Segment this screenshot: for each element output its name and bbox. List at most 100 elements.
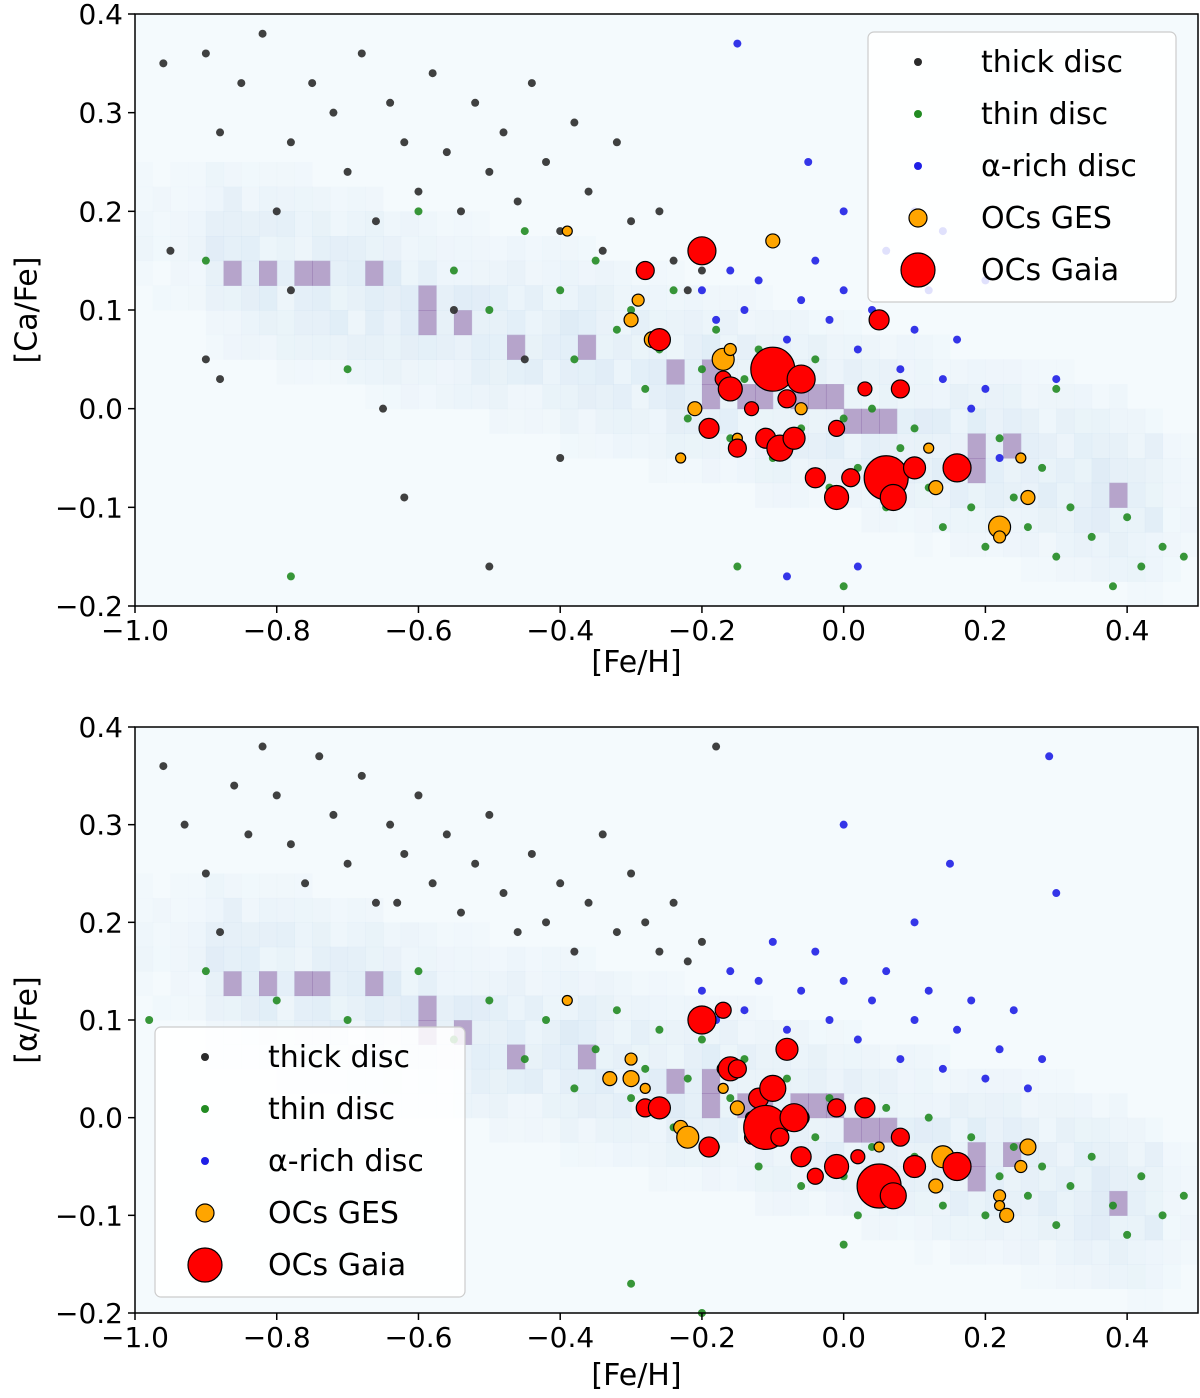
density-cell bbox=[879, 334, 898, 360]
data-point-thick-disc bbox=[612, 928, 621, 937]
density-cell bbox=[276, 946, 295, 972]
density-cell bbox=[400, 334, 419, 360]
density-cell bbox=[471, 334, 490, 360]
density-cell bbox=[205, 162, 225, 188]
data-point-thick-disc bbox=[456, 908, 465, 917]
density-cell bbox=[312, 946, 331, 972]
data-point-thin-disc bbox=[1066, 503, 1075, 512]
density-cell bbox=[825, 1020, 845, 1045]
x-tick-label: 0.2 bbox=[963, 614, 1008, 647]
density-cell bbox=[188, 873, 207, 899]
data-point-ocs-gaia bbox=[635, 260, 655, 281]
data-point-thin-disc bbox=[1158, 1211, 1167, 1220]
density-cell bbox=[560, 408, 579, 434]
data-point-alpha-rich-disc bbox=[896, 1055, 905, 1064]
density-cell bbox=[595, 1093, 614, 1119]
density-cell bbox=[241, 995, 260, 1021]
series-thin-disc bbox=[201, 207, 1188, 591]
density-cell bbox=[755, 1190, 774, 1216]
density-cell bbox=[1020, 1239, 1040, 1265]
data-point-thick-disc bbox=[598, 830, 607, 839]
data-point-ocs-gaia bbox=[779, 1103, 809, 1133]
data-point-ocs-gaia bbox=[826, 1098, 847, 1118]
density-cell bbox=[453, 359, 473, 385]
data-point-ocs-ges bbox=[561, 994, 573, 1007]
density-cell bbox=[241, 260, 260, 286]
density-cell bbox=[613, 334, 632, 360]
density-cell bbox=[914, 1239, 933, 1265]
density-cell bbox=[329, 995, 349, 1021]
data-point-ocs-gaia bbox=[770, 1127, 790, 1147]
data-point-ocs-gaia bbox=[743, 401, 760, 417]
density-cell bbox=[241, 186, 260, 212]
data-point-alpha-rich-disc bbox=[945, 859, 954, 868]
density-cell bbox=[1162, 1239, 1181, 1265]
data-point-ocs-ges bbox=[602, 1070, 618, 1087]
density-cell bbox=[135, 162, 154, 188]
data-point-alpha-rich-disc bbox=[754, 976, 763, 985]
density-cell bbox=[1003, 1068, 1022, 1094]
density-cell bbox=[914, 334, 933, 360]
density-cell bbox=[188, 162, 207, 188]
legend-marker-thick-disc bbox=[201, 1053, 209, 1061]
data-point-thin-disc bbox=[1108, 582, 1117, 591]
density-cell bbox=[383, 236, 402, 262]
data-point-thick-disc bbox=[357, 49, 366, 58]
density-cell bbox=[400, 971, 419, 997]
density-cell bbox=[1056, 384, 1075, 410]
density-cell bbox=[524, 408, 543, 434]
chart-ca-fe: −1.0 −0.8 −0.6 −0.4 −0.2 0.0 0.2 0.4 −0.2 −0.1 0.0… bbox=[10, 0, 1199, 680]
density-cell bbox=[223, 922, 242, 948]
data-point-alpha-rich-disc bbox=[839, 820, 848, 829]
y-tick-label: 0.3 bbox=[78, 809, 123, 842]
density-cell bbox=[666, 408, 685, 434]
density-cell bbox=[1038, 1190, 1057, 1216]
density-cell bbox=[241, 310, 260, 336]
data-point-thick-disc bbox=[428, 879, 437, 888]
density-cell bbox=[471, 285, 490, 311]
density-cell bbox=[436, 971, 455, 997]
density-cell bbox=[967, 433, 986, 459]
density-cell bbox=[1109, 433, 1128, 459]
density-cell bbox=[542, 1044, 561, 1070]
density-cell bbox=[808, 1093, 827, 1119]
legend-label-thin-disc: thin disc bbox=[268, 1092, 395, 1127]
x-tick-label: 0.4 bbox=[1105, 614, 1150, 647]
density-cell bbox=[507, 236, 526, 262]
data-point-thick-disc bbox=[201, 355, 210, 364]
data-point-ocs-ges bbox=[622, 1069, 640, 1088]
data-point-alpha-rich-disc bbox=[995, 454, 1004, 462]
density-cell bbox=[276, 971, 295, 997]
density-cell bbox=[967, 482, 986, 508]
data-point-ocs-ges bbox=[717, 1082, 729, 1094]
density-cell bbox=[949, 1093, 969, 1119]
data-point-thin-disc bbox=[853, 1211, 862, 1220]
density-cell bbox=[507, 285, 526, 311]
density-cell bbox=[241, 971, 260, 997]
density-cell bbox=[560, 285, 579, 311]
y-tick-label: 0.1 bbox=[78, 1004, 123, 1037]
data-point-ocs-gaia bbox=[687, 236, 717, 266]
density-cell bbox=[489, 359, 508, 385]
data-point-thin-disc bbox=[839, 582, 848, 591]
density-cell bbox=[489, 1117, 508, 1143]
density-cell bbox=[471, 995, 490, 1021]
density-cell bbox=[507, 1044, 526, 1070]
x-tick-label: 0.4 bbox=[1105, 1321, 1150, 1354]
data-point-thick-disc bbox=[499, 889, 508, 898]
density-cell bbox=[294, 922, 313, 948]
data-point-alpha-rich-disc bbox=[804, 158, 813, 166]
density-cell bbox=[524, 995, 543, 1021]
density-cell bbox=[436, 236, 455, 262]
density-cell bbox=[471, 1068, 490, 1094]
density-cell bbox=[507, 260, 526, 286]
density-cell bbox=[613, 995, 632, 1021]
data-point-thin-disc bbox=[201, 256, 210, 265]
density-cell bbox=[861, 334, 880, 360]
data-point-ocs-ges bbox=[928, 480, 944, 496]
data-point-thick-disc bbox=[485, 562, 494, 571]
density-cell bbox=[896, 507, 916, 533]
density-cell bbox=[1020, 532, 1040, 558]
density-cell bbox=[170, 186, 189, 212]
density-cell bbox=[276, 260, 295, 286]
